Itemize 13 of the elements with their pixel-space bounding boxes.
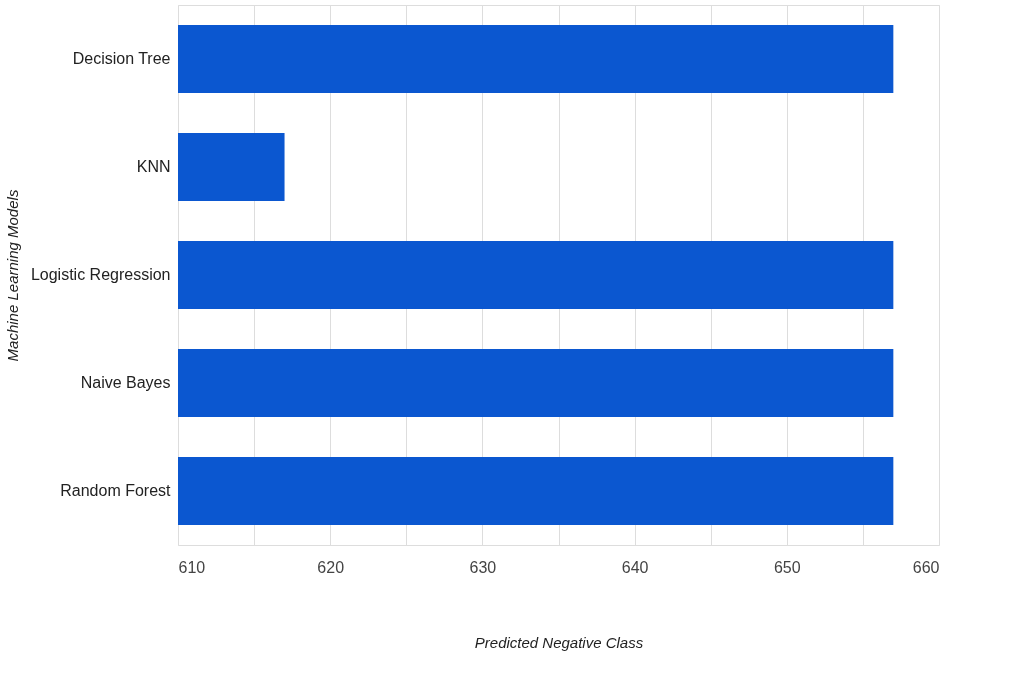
x-tick-label: 620 — [317, 558, 345, 576]
x-tick-label: 610 — [178, 558, 206, 576]
y-tick-label: Random Forest — [60, 482, 172, 499]
y-tick-label: Naive Bayes — [80, 374, 171, 391]
x-tick-label: 630 — [469, 558, 497, 576]
y-tick-label: Decision Tree — [72, 50, 171, 67]
x-tick-label: 660 — [912, 558, 940, 576]
x-axis-title: Predicted Negative Class — [474, 633, 644, 651]
x-tick-label: 640 — [621, 558, 649, 576]
y-axis-title: Machine Learning Models — [3, 189, 21, 362]
y-tick-label: Logistic Regression — [30, 266, 171, 283]
y-tick-label: KNN — [136, 158, 171, 175]
x-tick-label: 650 — [773, 558, 801, 576]
